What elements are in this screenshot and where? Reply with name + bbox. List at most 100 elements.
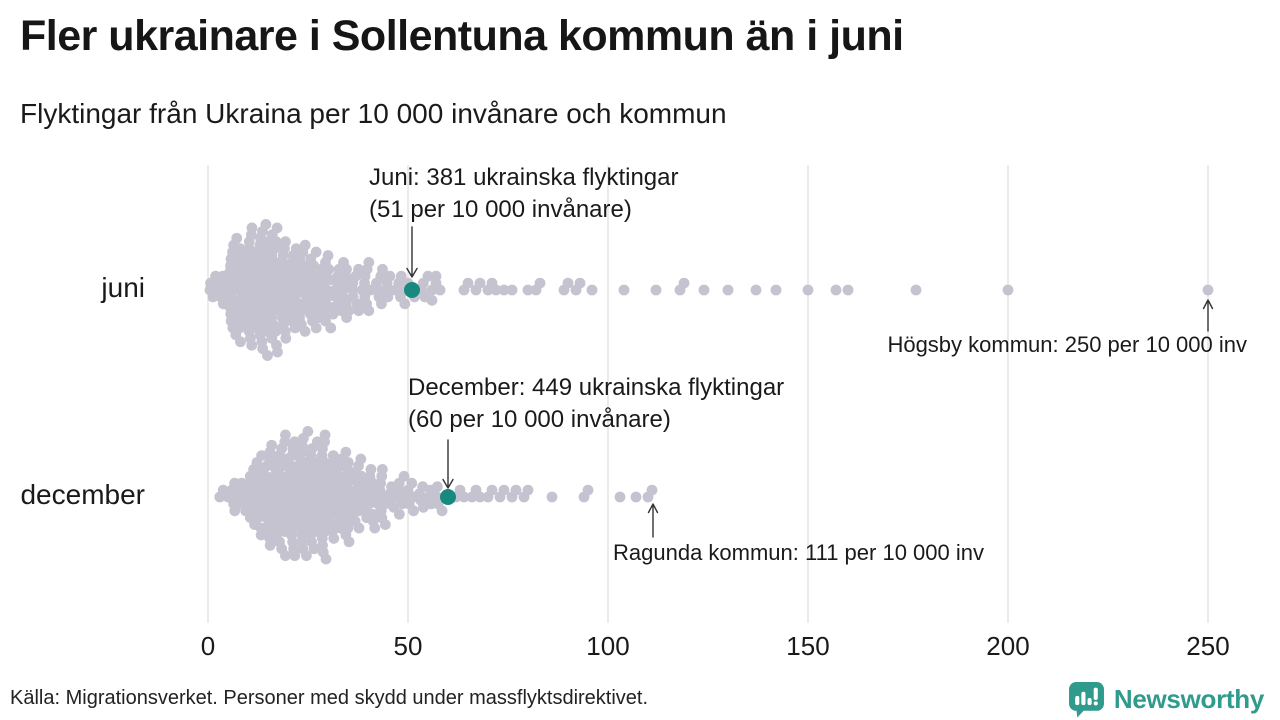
beeswarm-dot xyxy=(343,536,355,548)
beeswarm-dot xyxy=(299,326,311,337)
beeswarm-dot xyxy=(260,219,272,230)
beeswarm-dot xyxy=(522,484,534,496)
beeswarm-dot xyxy=(722,284,734,296)
beeswarm-dot xyxy=(246,222,258,234)
beeswarm-dot xyxy=(234,243,246,255)
beeswarm-dot xyxy=(260,470,272,482)
annotation-december-line2: (60 per 10 000 invånare) xyxy=(408,406,671,433)
beeswarm-dot xyxy=(271,222,283,234)
beeswarm-dot xyxy=(270,326,281,337)
beeswarm-dot xyxy=(301,550,312,562)
annotation-ragunda: Ragunda kommun: 111 per 10 000 inv xyxy=(613,540,984,565)
newsworthy-icon xyxy=(1068,681,1104,717)
annotation-december-line1: December: 449 ukrainska flyktingar xyxy=(408,374,785,401)
beeswarm-dot xyxy=(422,270,434,282)
row-label-juni: juni xyxy=(101,272,145,303)
beeswarm-dot xyxy=(379,519,391,530)
beeswarm-dot xyxy=(562,277,574,289)
beeswarm-dot xyxy=(369,522,381,534)
beeswarm-dot xyxy=(399,298,411,310)
beeswarm-dot xyxy=(646,484,658,496)
beeswarm-dot xyxy=(342,457,354,468)
beeswarm-dot xyxy=(395,270,407,282)
beeswarm-dot xyxy=(534,277,546,289)
beeswarm-dot xyxy=(842,284,854,296)
annotation-hogsby: Högsby kommun: 250 per 10 000 inv xyxy=(887,332,1247,357)
beeswarm-dot xyxy=(522,284,534,296)
beeswarm-dot xyxy=(474,277,486,289)
beeswarm-dot xyxy=(408,505,419,517)
beeswarm-dot xyxy=(586,284,598,296)
beeswarm-dot xyxy=(365,464,377,475)
page-title: Fler ukrainare i Sollentuna kommun än i … xyxy=(20,12,904,60)
beeswarm-dot xyxy=(431,481,443,493)
highlight-dot-december xyxy=(440,489,456,505)
annotation-december: December: 449 ukrainska flyktingar (60 p… xyxy=(408,372,784,436)
annotation-juni-line1: Juni: 381 ukrainska flyktingar xyxy=(369,164,679,191)
beeswarm-dot xyxy=(353,522,365,534)
beeswarm-dot xyxy=(229,505,241,517)
beeswarm-dot xyxy=(320,553,332,565)
beeswarm-dot xyxy=(342,522,354,534)
beeswarm-dot xyxy=(302,426,314,437)
beeswarm-dot xyxy=(630,491,642,503)
beeswarm-dot xyxy=(322,250,334,261)
x-tick-label: 250 xyxy=(1186,631,1230,661)
beeswarm-dot xyxy=(750,284,762,296)
beeswarm-dot xyxy=(462,277,474,289)
beeswarm-dot xyxy=(376,464,388,475)
brand-name: Newsworthy xyxy=(1113,683,1264,714)
x-tick-label: 150 xyxy=(786,631,830,661)
beeswarm-dot xyxy=(393,508,405,520)
beeswarm-dot xyxy=(272,346,283,358)
beeswarm-dot xyxy=(436,505,448,517)
beeswarm-dot xyxy=(618,284,630,296)
beeswarm-dot xyxy=(406,477,418,489)
beeswarm-dot xyxy=(458,491,470,503)
annotation-juni-line2: (51 per 10 000 invånare) xyxy=(369,196,632,223)
beeswarm-dot xyxy=(266,439,278,451)
beeswarm-dot xyxy=(770,284,782,296)
beeswarm-dot xyxy=(398,470,410,482)
x-tick-label: 100 xyxy=(586,631,630,661)
beeswarm-dot xyxy=(280,332,292,344)
beeswarm-dot xyxy=(353,263,364,275)
beeswarm-dot xyxy=(235,336,246,348)
beeswarm-dot xyxy=(236,477,248,489)
beeswarm-dot xyxy=(506,284,518,296)
beeswarm-dot xyxy=(434,284,446,296)
page-subtitle: Flyktingar från Ukraina per 10 000 invån… xyxy=(20,98,727,129)
beeswarm-dot xyxy=(367,477,379,489)
beeswarm-dot xyxy=(1002,284,1014,296)
beeswarm-dot xyxy=(363,498,375,510)
beeswarm-dot xyxy=(343,305,355,317)
beeswarm-dot xyxy=(910,284,922,296)
beeswarm-dot xyxy=(299,239,311,251)
beeswarm-dot xyxy=(678,277,690,289)
beeswarm-dot xyxy=(377,263,388,275)
beeswarm-dot xyxy=(270,236,282,248)
x-tick-label: 50 xyxy=(393,631,423,661)
beeswarm-dot xyxy=(430,270,442,282)
beeswarm-dot xyxy=(802,284,814,296)
beeswarm-dot xyxy=(280,236,291,248)
beeswarm-dot xyxy=(614,491,626,503)
beeswarm-dot xyxy=(384,270,396,282)
row-label-december: december xyxy=(20,479,145,510)
beeswarm-dot xyxy=(280,429,291,441)
beeswarm-dot xyxy=(426,294,438,306)
beeswarm-dot xyxy=(546,491,558,503)
beeswarm-dot xyxy=(279,550,291,562)
beeswarm-dot xyxy=(234,322,246,334)
beeswarm-dot xyxy=(363,305,375,317)
beeswarm-dot xyxy=(376,298,387,310)
beeswarm-dot xyxy=(650,284,662,296)
beeswarm-dot xyxy=(264,539,276,551)
beeswarm-dot xyxy=(310,322,322,334)
beeswarm-dot xyxy=(289,550,301,562)
beeswarm-dot xyxy=(490,284,502,296)
highlight-dot-juni xyxy=(404,282,420,298)
beeswarm-dot xyxy=(698,284,710,296)
